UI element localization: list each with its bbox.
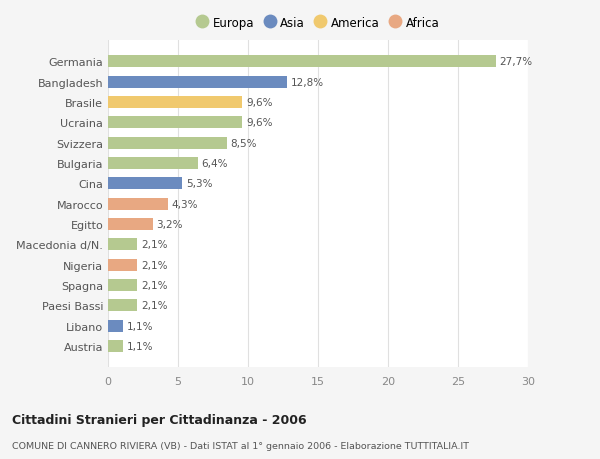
Text: 5,3%: 5,3% [186,179,212,189]
Bar [108,76,287,89]
Text: 2,1%: 2,1% [141,260,167,270]
Bar [108,56,496,68]
Legend: Europa, Asia, America, Africa: Europa, Asia, America, Africa [194,15,442,32]
Text: 1,1%: 1,1% [127,321,154,331]
Text: 9,6%: 9,6% [246,118,272,128]
Text: 6,4%: 6,4% [201,159,227,168]
Bar [108,198,168,210]
Text: 2,1%: 2,1% [141,280,167,291]
Bar [108,239,137,251]
Bar [108,137,227,150]
Bar [108,117,242,129]
Text: Cittadini Stranieri per Cittadinanza - 2006: Cittadini Stranieri per Cittadinanza - 2… [12,413,307,426]
Text: 9,6%: 9,6% [246,98,272,108]
Bar [108,178,182,190]
Bar [108,157,197,170]
Bar [108,218,153,230]
Text: 3,2%: 3,2% [156,219,183,230]
Text: 8,5%: 8,5% [230,139,257,148]
Text: COMUNE DI CANNERO RIVIERA (VB) - Dati ISTAT al 1° gennaio 2006 - Elaborazione TU: COMUNE DI CANNERO RIVIERA (VB) - Dati IS… [12,441,469,450]
Bar [108,300,137,312]
Text: 1,1%: 1,1% [127,341,154,351]
Bar [108,97,242,109]
Bar [108,259,137,271]
Text: 27,7%: 27,7% [499,57,532,67]
Bar [108,340,124,353]
Text: 12,8%: 12,8% [290,78,324,88]
Text: 2,1%: 2,1% [141,240,167,250]
Text: 4,3%: 4,3% [172,199,198,209]
Text: 2,1%: 2,1% [141,301,167,311]
Bar [108,320,124,332]
Bar [108,280,137,291]
